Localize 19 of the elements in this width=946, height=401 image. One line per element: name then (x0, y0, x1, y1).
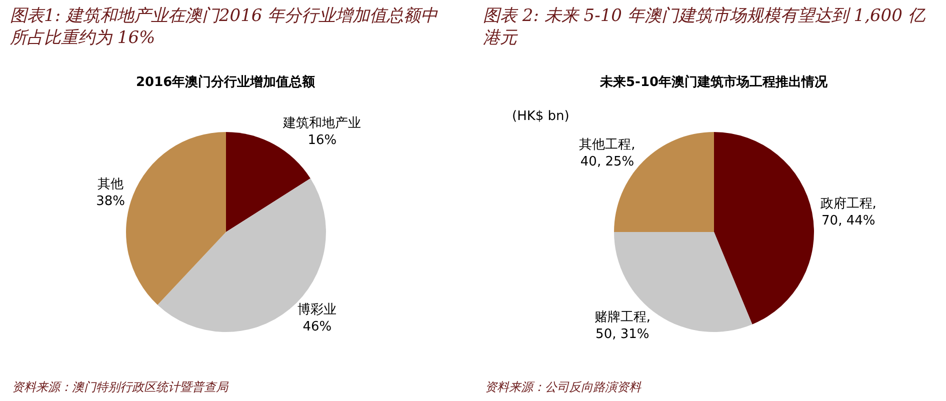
slice-label: 博彩业 (298, 302, 337, 318)
chart-subtitle: 未来5-10年澳门建筑市场工程推出情况 (599, 74, 829, 90)
text: 资料来源：公司反向路演资料 (485, 380, 642, 394)
slice-label: 其他工程, 40, 25% (579, 137, 636, 170)
slice-label: 政府工程, 70, 44% (820, 195, 876, 228)
text: 资料来源：澳门特别行政区统计暨普查局 (12, 380, 229, 394)
chart-title: 图表 2: 未来 5-10 年澳门建筑市场规模有望达到 1,600 亿港元 (483, 6, 926, 48)
chart-title: 图表1: 建筑和地产业在澳门2016 年分行业增加值总额中所占比重约为 16% (10, 6, 439, 48)
pie-slice (126, 132, 226, 305)
slice-label: 其他 (98, 177, 124, 192)
data-label: 16% (308, 133, 337, 148)
data-label: 46% (302, 319, 332, 334)
chart-subtitle: 2016年澳门分行业增加值总额 (136, 74, 316, 90)
pie-slice (714, 132, 814, 324)
text: (HK$ bn) (512, 109, 570, 124)
pie-slice (226, 132, 310, 232)
data-label: 38% (96, 194, 126, 209)
slice-label: 建筑和地产业 (282, 116, 362, 132)
slice-label: 赌牌工程, 50, 31% (594, 310, 650, 342)
